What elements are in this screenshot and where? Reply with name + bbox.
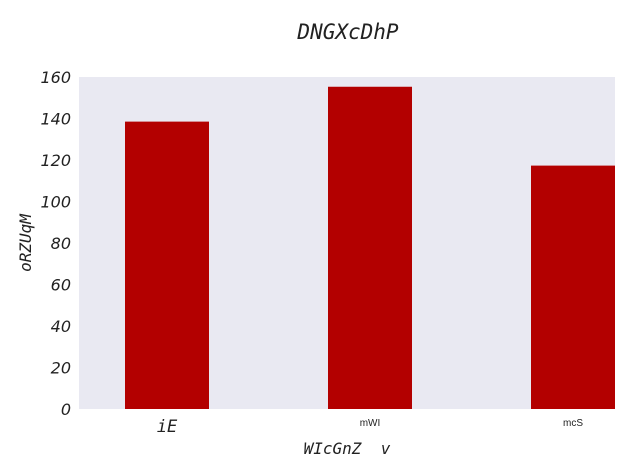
bar-mWI — [328, 87, 412, 409]
y-axis-ticks: 0 20 40 60 80 100 120 140 160 — [40, 68, 71, 419]
x-axis-ticks: iE mWI mcS — [157, 417, 584, 437]
y-tick-label: 120 — [40, 151, 71, 170]
y-tick-label: 160 — [40, 68, 71, 87]
x-tick-label: iE — [157, 417, 178, 437]
y-tick-label: 140 — [40, 110, 71, 129]
x-tick-label: mWI — [360, 418, 381, 429]
bar-iE — [125, 122, 209, 409]
y-tick-label: 20 — [51, 359, 71, 378]
y-tick-label: 60 — [51, 276, 71, 295]
bar-mcS — [531, 166, 615, 409]
x-axis-label: WIcGnZ v — [304, 439, 391, 458]
y-tick-label: 0 — [61, 400, 71, 419]
chart-title: DNGXcDhP — [296, 20, 399, 44]
x-tick-label: mcS — [563, 418, 583, 429]
y-tick-label: 40 — [51, 317, 71, 336]
y-tick-label: 100 — [40, 193, 71, 212]
y-tick-label: 80 — [51, 234, 71, 253]
y-axis-label: oRZUqM — [16, 213, 35, 272]
